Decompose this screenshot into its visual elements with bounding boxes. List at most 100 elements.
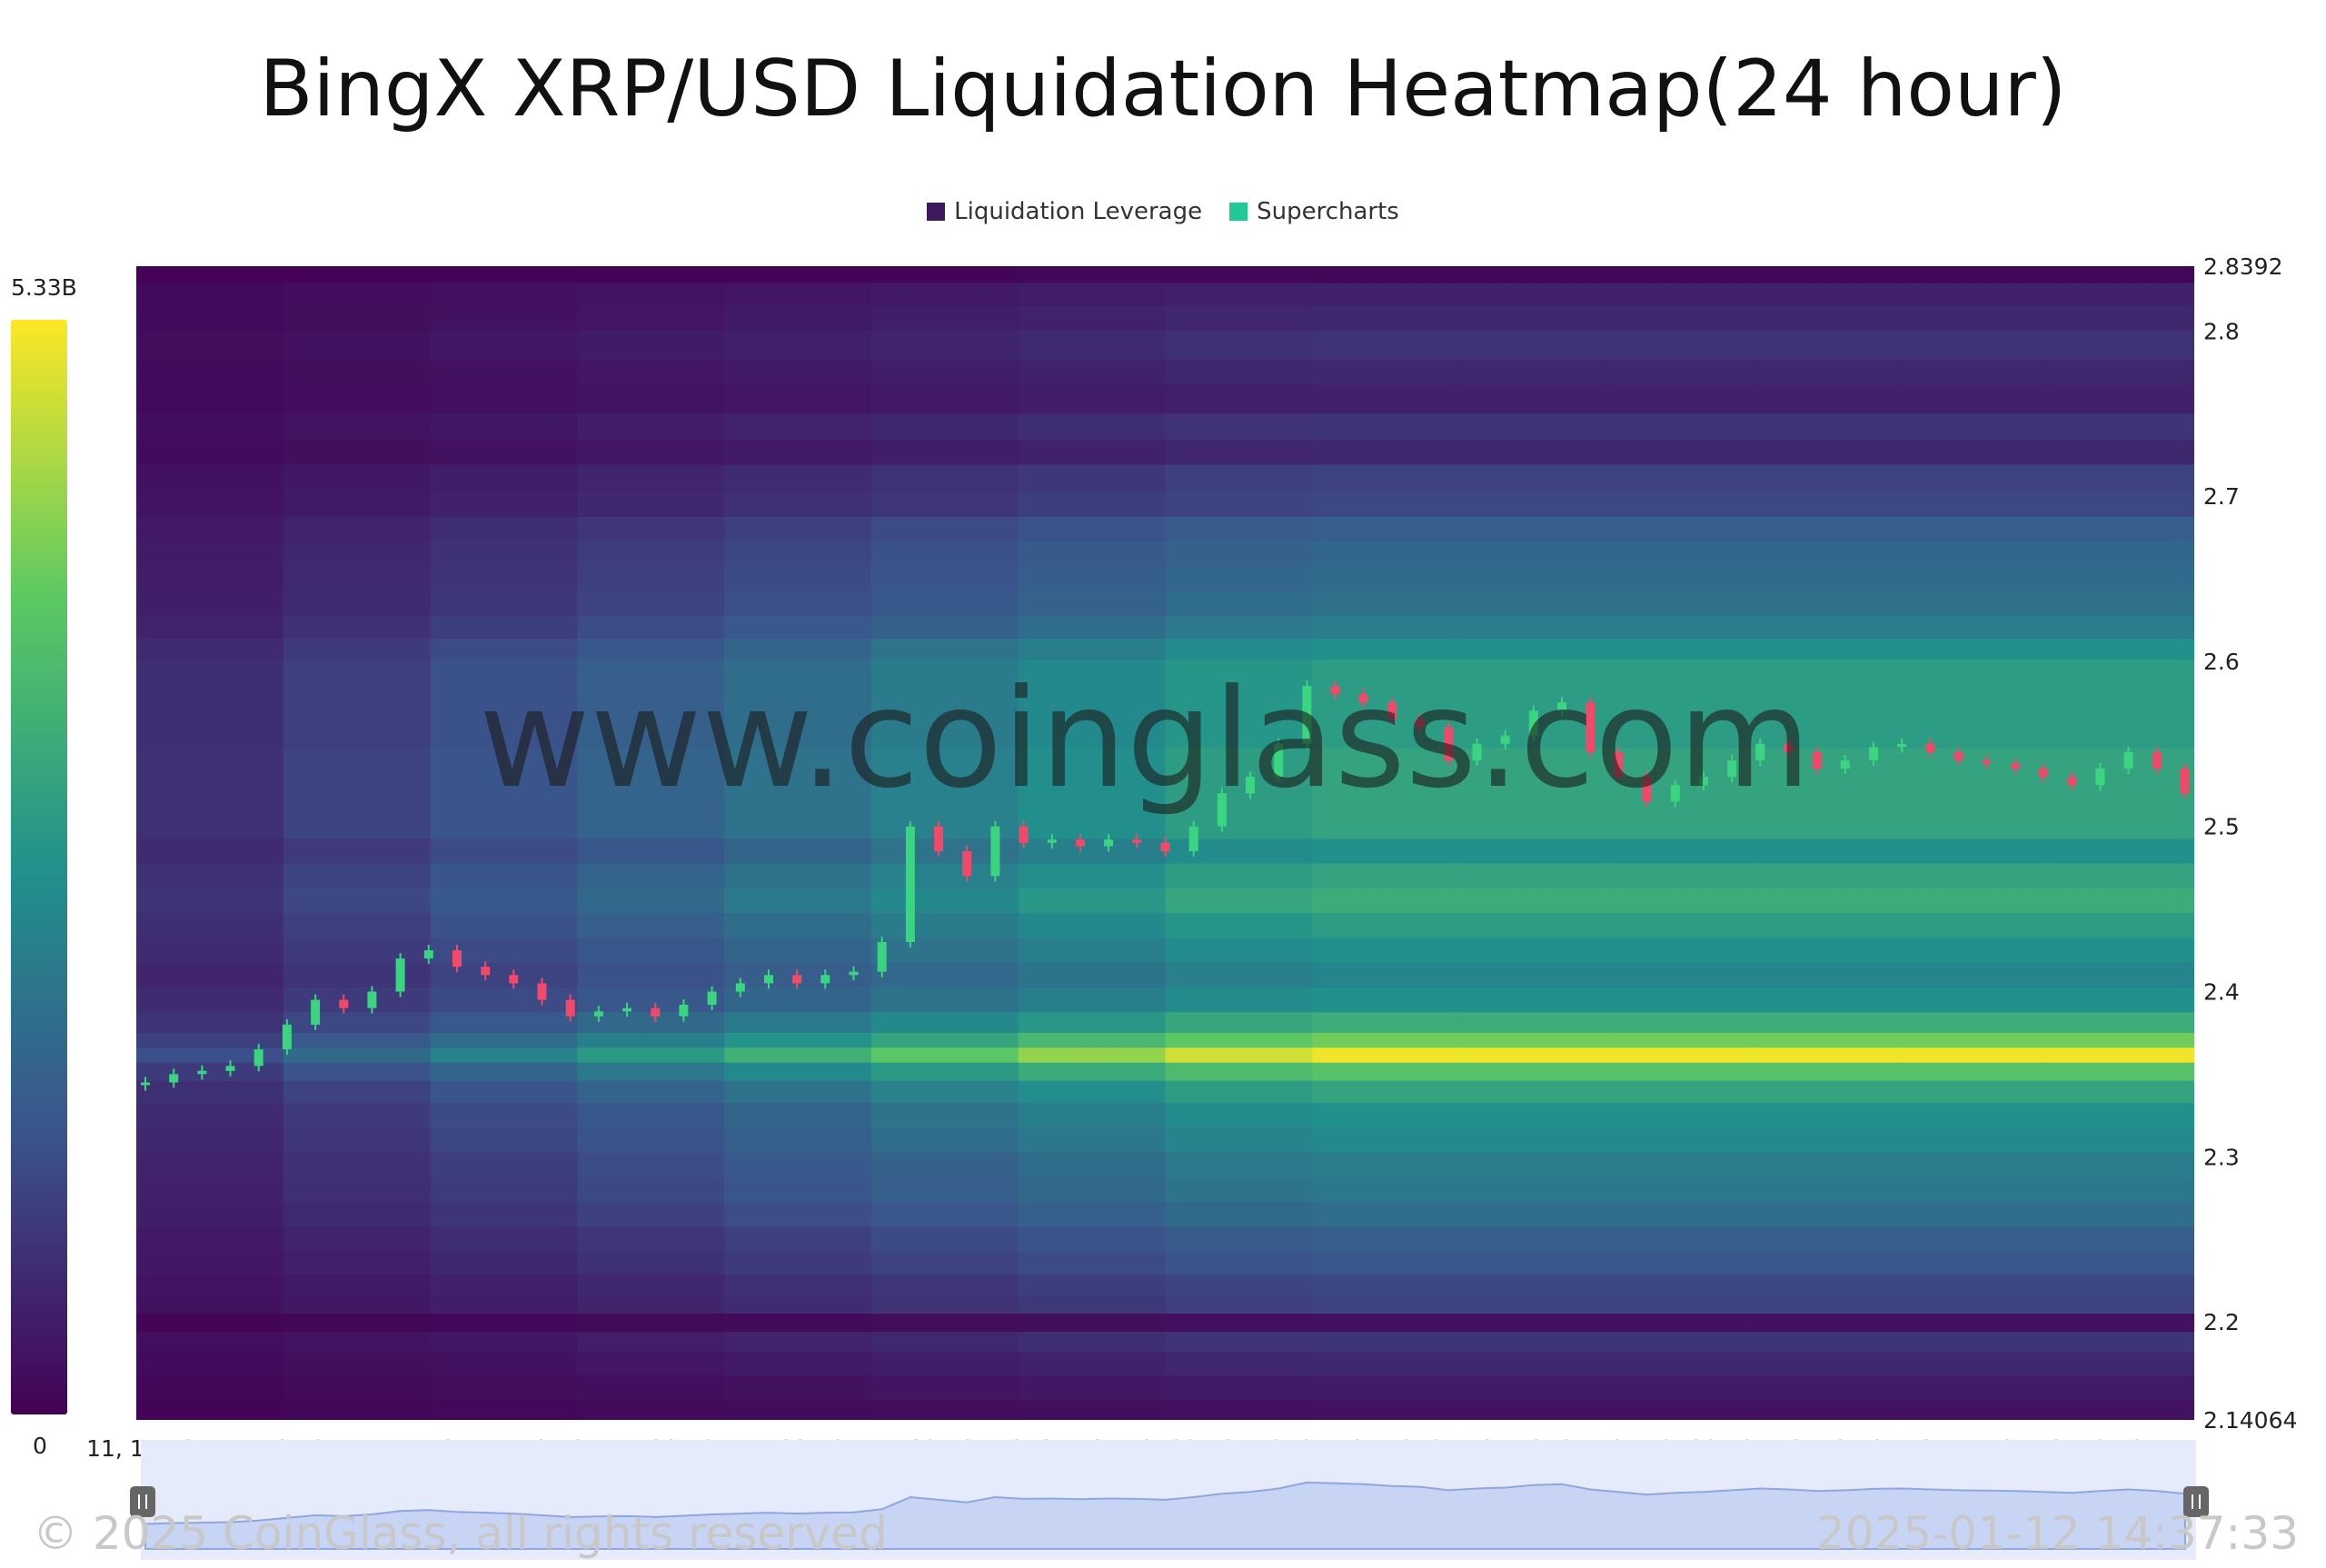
heatmap-cell — [136, 1080, 284, 1104]
heatmap-bands — [136, 266, 2194, 1420]
heatmap-cell — [283, 863, 432, 889]
heatmap-cell — [1900, 913, 2049, 939]
heatmap-cell — [1753, 1177, 1902, 1204]
heatmap-cell — [2047, 1314, 2194, 1333]
navigator-right-handle[interactable] — [2183, 1486, 2209, 1517]
heatmap-cell — [1605, 1080, 1754, 1104]
heatmap-cell — [283, 1226, 432, 1253]
heatmap-cell — [430, 1314, 579, 1333]
heatmap-cell — [2047, 1275, 2194, 1296]
heatmap-cell — [1605, 987, 1754, 1013]
heatmap-cell — [430, 516, 579, 542]
heatmap-cell — [1018, 331, 1167, 361]
colorbar[interactable] — [11, 320, 67, 1414]
heatmap-cell — [577, 1332, 726, 1354]
heatmap-cell — [1753, 1103, 1902, 1129]
heatmap-cell — [1312, 541, 1461, 568]
heatmap-cell — [1165, 1032, 1314, 1049]
heatmap-cell — [870, 464, 1019, 493]
heatmap-cell — [1900, 962, 2049, 988]
heatmap-cell — [724, 1314, 872, 1333]
heatmap-cell — [577, 888, 726, 914]
heatmap-cell — [136, 938, 284, 964]
candle — [849, 971, 859, 976]
heatmap-cell — [1018, 1032, 1167, 1049]
colorbar-min-label: 0 — [33, 1433, 47, 1459]
heatmap-cell — [1605, 1047, 1754, 1064]
heatmap-cell — [1459, 987, 1607, 1013]
candle — [1557, 702, 1566, 711]
heatmap-cell — [283, 1127, 432, 1154]
heatmap-cell — [136, 1400, 284, 1420]
heatmap-cell — [577, 962, 726, 988]
heatmap-cell — [1312, 590, 1461, 617]
candle — [735, 983, 745, 992]
heatmap-cell — [724, 1152, 872, 1178]
candle — [1869, 747, 1878, 760]
heatmap-cell — [724, 541, 872, 568]
heatmap-cell — [577, 541, 726, 568]
heatmap-cell — [2047, 748, 2194, 840]
heatmap-cell — [1900, 590, 2049, 617]
heatmap-cell — [870, 1314, 1019, 1333]
heatmap-cell — [1165, 1295, 1314, 1315]
heatmap-cell — [1165, 283, 1314, 307]
heatmap-cell — [283, 1352, 432, 1376]
heatmap-cell — [1165, 1251, 1314, 1276]
candle — [311, 999, 321, 1025]
candle — [792, 975, 802, 984]
heatmap-cell — [1753, 516, 1902, 542]
candle — [2123, 751, 2133, 769]
heatmap-cell — [1753, 1032, 1902, 1049]
heatmap-cell — [1459, 1032, 1607, 1049]
navigator-left-handle[interactable] — [130, 1486, 155, 1517]
heatmap-cell — [2047, 660, 2194, 749]
candle — [1925, 743, 1935, 752]
heatmap-cell — [1459, 266, 1607, 284]
heatmap-cell — [2047, 1332, 2194, 1354]
heatmap-cell — [1018, 1047, 1167, 1064]
heatmap-cell — [1459, 1332, 1607, 1354]
heatmap-cell — [2047, 516, 2194, 542]
heatmap-cell — [1018, 938, 1167, 964]
heatmap-cell — [1459, 1080, 1607, 1104]
heatmap-cell — [1605, 1295, 1754, 1315]
legend-item-supercharts[interactable]: Supercharts — [1229, 198, 1399, 225]
heatmap-cell — [2047, 1251, 2194, 1276]
heatmap-cell — [1312, 516, 1461, 542]
heatmap-cell — [1459, 384, 1607, 414]
candle — [1670, 785, 1680, 802]
heatmap-cell — [136, 491, 284, 518]
heatmap-cell — [1459, 590, 1607, 617]
heatmap-cell — [1312, 615, 1461, 640]
heatmap-cell — [870, 1062, 1019, 1082]
heatmap-cell — [430, 541, 579, 568]
heatmap-cell — [283, 1295, 432, 1315]
heatmap-cell — [1753, 1275, 1902, 1296]
heatmap-cell — [1018, 1332, 1167, 1354]
heatmap-cell — [1900, 839, 2049, 865]
heatmap-cell — [870, 566, 1019, 592]
heatmap-cell — [1312, 938, 1461, 964]
legend-item-liquidation-leverage[interactable]: Liquidation Leverage — [927, 198, 1202, 225]
heatmap-cell — [870, 888, 1019, 914]
heatmap-cell — [136, 1275, 284, 1296]
heatmap-cell — [1312, 748, 1461, 840]
candle — [509, 975, 519, 984]
heatmap-cell — [577, 440, 726, 466]
heatmap-cell — [1753, 888, 1902, 914]
heatmap-cell — [870, 938, 1019, 964]
heatmap-cell — [724, 839, 872, 865]
heatmap-cell — [1605, 516, 1754, 542]
heatmap-cell — [1753, 566, 1902, 592]
y-tick-label: 2.14064 — [2203, 1407, 2297, 1434]
heatmap-cell — [1605, 541, 1754, 568]
heatmap-cell — [2047, 1375, 2194, 1402]
heatmap-cell — [1018, 283, 1167, 307]
candle — [1076, 839, 1085, 847]
heatmap-cell — [1900, 1352, 2049, 1376]
candle — [2095, 769, 2105, 786]
heatmap-cell — [283, 1332, 432, 1354]
heatmap-cell — [2047, 1080, 2194, 1104]
heatmap-cell — [577, 590, 726, 617]
